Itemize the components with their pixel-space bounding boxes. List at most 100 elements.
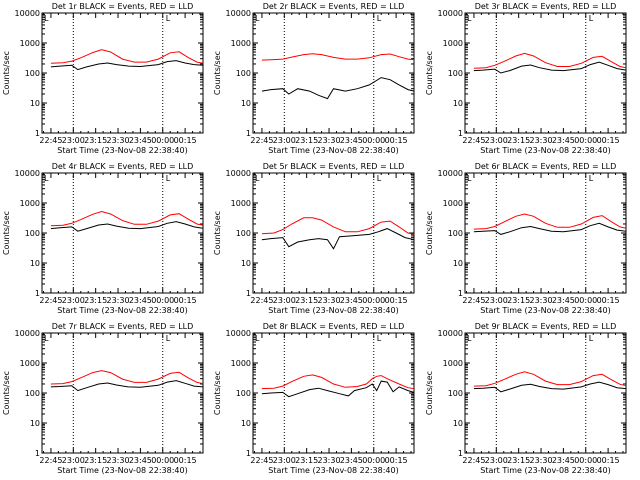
x-tick-label: 22:45 — [39, 296, 62, 305]
panel-5: Det 5r BLACK = Events, RED = LLD 1 10 100 10… — [213, 162, 415, 315]
x-tick-label: 00:00 — [574, 296, 597, 305]
x-tick-label: 23:30 — [106, 136, 129, 145]
x-tick-label: 00:00 — [151, 136, 174, 145]
x-tick-label: 23:00 — [273, 296, 296, 305]
plot-frame — [41, 332, 204, 454]
x-tick-label: 23:45 — [129, 296, 152, 305]
x-tick-label: 23:30 — [529, 296, 552, 305]
plot-frame — [252, 172, 415, 294]
y-tick-label: 10000 — [15, 329, 40, 338]
x-tick-label: 23:00 — [485, 136, 508, 145]
x-axis-label: Start Time (23-Nov-08 22:38:40) — [57, 306, 187, 315]
y-axis-label: Counts/sec — [213, 51, 222, 95]
x-tick-label: 00:15 — [174, 296, 197, 305]
y-tick-label: 100 — [236, 389, 251, 398]
x-tick-label: 00:00 — [362, 456, 385, 465]
x-tick-label: 23:15 — [295, 456, 318, 465]
x-tick-label: 23:15 — [295, 296, 318, 305]
events-series-line — [50, 221, 204, 232]
x-tick-label: 00:00 — [362, 296, 385, 305]
panel-title: Det 7r BLACK = Events, RED = LLD — [52, 322, 194, 331]
panel-title: Det 9r BLACK = Events, RED = LLD — [475, 322, 617, 331]
events-series-line — [261, 380, 415, 398]
panel-title: Det 5r BLACK = Events, RED = LLD — [263, 162, 405, 171]
x-tick-label: 00:15 — [174, 456, 197, 465]
l-marker-left: L — [467, 174, 472, 183]
y-tick-label: 100 — [236, 229, 251, 238]
y-tick-label: 1000 — [443, 359, 463, 368]
y-tick-label: 1 — [246, 449, 251, 458]
y-tick-label: 1 — [458, 129, 463, 138]
l-marker-right: L — [589, 14, 594, 23]
y-tick-label: 10 — [30, 99, 40, 108]
x-tick-label: 00:15 — [597, 296, 620, 305]
l-marker-left: L — [255, 174, 260, 183]
x-tick-label: 23:15 — [507, 136, 530, 145]
y-tick-label: 10000 — [438, 169, 463, 178]
x-tick-label: 00:00 — [574, 456, 597, 465]
y-tick-label: 1000 — [20, 199, 40, 208]
y-axis-label: Counts/sec — [213, 211, 222, 255]
y-tick-label: 10 — [453, 99, 463, 108]
y-tick-label: 100 — [25, 229, 40, 238]
x-tick-label: 23:30 — [317, 136, 340, 145]
l-marker-left: L — [255, 14, 260, 23]
lld-series-line — [50, 370, 204, 385]
y-tick-label: 10000 — [226, 329, 251, 338]
x-axis-label: Start Time (23-Nov-08 22:38:40) — [480, 146, 610, 155]
x-tick-label: 23:45 — [340, 136, 363, 145]
y-tick-label: 1 — [35, 289, 40, 298]
x-tick-label: 23:15 — [84, 136, 107, 145]
lld-series-line — [473, 371, 627, 387]
x-tick-label: 23:45 — [552, 296, 575, 305]
x-tick-label: 23:45 — [552, 456, 575, 465]
x-tick-label: 23:00 — [485, 456, 508, 465]
l-marker-right: L — [166, 174, 171, 183]
y-tick-label: 1 — [35, 129, 40, 138]
panel-title: Det 8r BLACK = Events, RED = LLD — [263, 322, 405, 331]
x-tick-label: 22:45 — [462, 456, 485, 465]
x-tick-label: 23:00 — [62, 456, 85, 465]
y-tick-label: 10 — [453, 259, 463, 268]
y-tick-label: 1 — [458, 449, 463, 458]
l-marker-right: L — [377, 174, 382, 183]
x-tick-label: 00:15 — [385, 296, 408, 305]
y-tick-label: 10000 — [226, 9, 251, 18]
y-axis-label: Counts/sec — [425, 51, 434, 95]
x-tick-label: 23:45 — [340, 456, 363, 465]
l-marker-left: L — [44, 334, 49, 343]
y-tick-label: 10000 — [226, 169, 251, 178]
x-tick-label: 23:45 — [340, 296, 363, 305]
l-marker-right: L — [377, 334, 382, 343]
panel-title: Det 1r BLACK = Events, RED = LLD — [52, 2, 194, 11]
y-tick-label: 1000 — [443, 199, 463, 208]
y-tick-label: 10 — [30, 419, 40, 428]
plot-frame — [41, 12, 204, 134]
l-marker-right: L — [166, 334, 171, 343]
y-tick-label: 1 — [246, 289, 251, 298]
y-tick-label: 100 — [448, 229, 463, 238]
l-marker-right: L — [589, 174, 594, 183]
y-axis-label: Counts/sec — [2, 211, 11, 255]
x-axis-label: Start Time (23-Nov-08 22:38:40) — [480, 466, 610, 475]
x-tick-label: 00:00 — [574, 136, 597, 145]
y-axis-label: Counts/sec — [2, 371, 11, 415]
l-marker-left: L — [467, 334, 472, 343]
y-tick-label: 100 — [448, 389, 463, 398]
plot-frame — [464, 172, 627, 294]
events-series-line — [473, 61, 627, 74]
y-tick-label: 100 — [25, 69, 40, 78]
y-tick-label: 1 — [35, 449, 40, 458]
y-tick-label: 10 — [241, 259, 251, 268]
panel-9: Det 9r BLACK = Events, RED = LLD 1 10 100 10… — [425, 322, 627, 475]
x-tick-label: 22:45 — [39, 456, 62, 465]
x-tick-label: 23:30 — [106, 456, 129, 465]
y-tick-label: 1 — [458, 289, 463, 298]
l-marker-right: L — [589, 334, 594, 343]
x-tick-label: 23:15 — [84, 456, 107, 465]
l-marker-right: L — [166, 14, 171, 23]
x-tick-label: 23:15 — [507, 456, 530, 465]
events-series-line — [261, 228, 415, 250]
l-marker-left: L — [44, 14, 49, 23]
